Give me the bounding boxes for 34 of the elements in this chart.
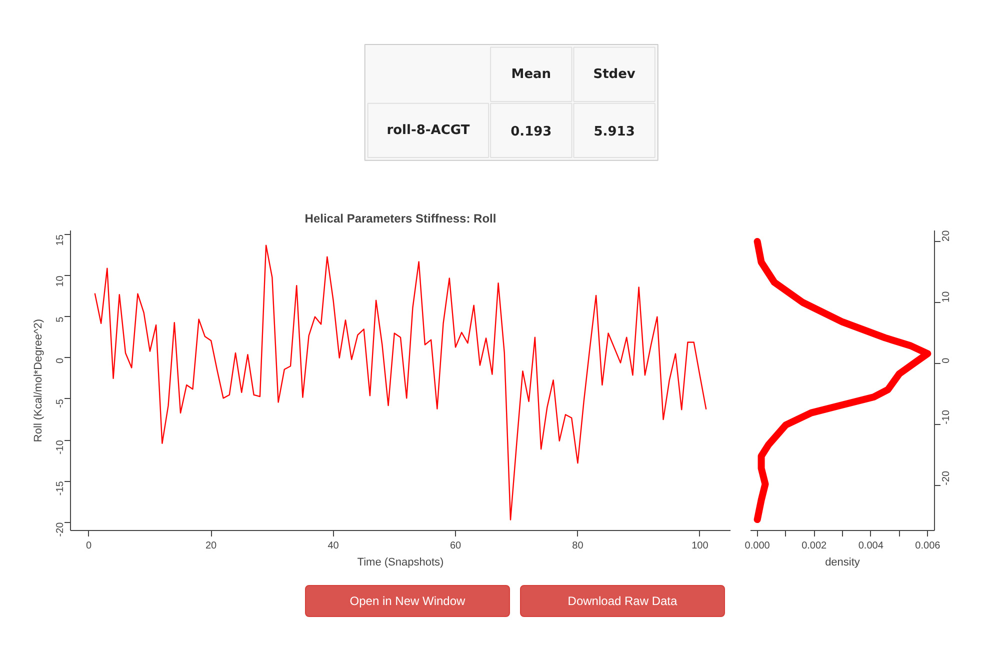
y2-tick-label: 20 <box>941 230 952 242</box>
y-tick-label: -15 <box>55 480 66 496</box>
text: Open in New Window <box>305 585 510 617</box>
x-tick-label: 20 <box>205 540 218 552</box>
y-tick-label: 15 <box>55 234 66 246</box>
y2-tick-label: 0 <box>941 357 952 364</box>
x-tick-label: 0.000 <box>744 540 770 552</box>
data-label: 0.193 <box>510 124 552 140</box>
text: Download Raw Data <box>520 585 725 617</box>
y2-tick-label: -20 <box>941 470 952 486</box>
data-label: 5.913 <box>594 124 635 140</box>
y2-tick-label: 10 <box>941 290 952 302</box>
chart-title: Helical Parameters Stiffness: Roll <box>304 212 496 226</box>
y-tick-label: -10 <box>55 440 66 455</box>
x-tick-label: 0 <box>86 540 92 552</box>
y-axis-title: Roll (Kcal/mol*Degree^2) <box>32 318 44 442</box>
y-tick-label: -20 <box>55 522 66 537</box>
x-tick-label: 100 <box>692 540 709 552</box>
x-axis-title: Time (Snapshots) <box>357 556 444 568</box>
x-axis-title: density <box>825 556 860 568</box>
y-tick-label: roll-8-ACGT <box>386 122 470 138</box>
y2-tick-label: -10 <box>941 410 952 424</box>
x-tick-label: 40 <box>328 540 340 552</box>
x-tick-label: 80 <box>572 540 584 552</box>
x-tick-label: 0.002 <box>802 540 828 552</box>
x-tick-label: 0.006 <box>915 540 941 552</box>
y-tick-label: -5 <box>55 398 66 408</box>
y-tick-label: 5 <box>55 316 66 322</box>
y-tick-label: 10 <box>55 275 66 287</box>
x-tick-label: 0.004 <box>858 540 884 552</box>
x-tick-label: Mean <box>511 66 552 82</box>
y-tick-label: 0 <box>55 357 66 364</box>
x-tick-label: 60 <box>450 540 462 552</box>
x-tick-label: Stdev <box>593 66 636 82</box>
